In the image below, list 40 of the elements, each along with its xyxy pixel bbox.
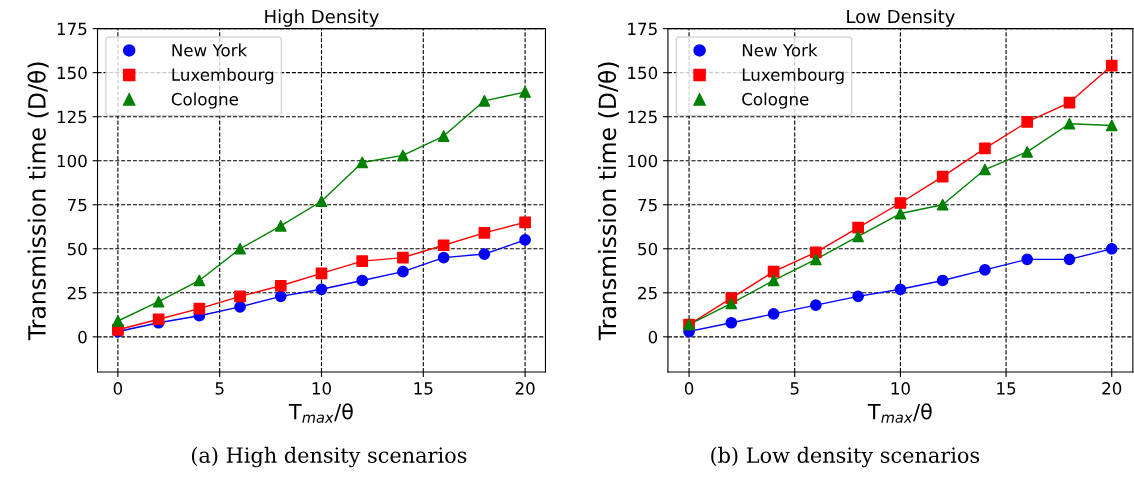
legend-label: Cologne [171, 92, 239, 109]
x-tick-label: 10 [312, 382, 331, 395]
x-tick-label: 5 [215, 382, 224, 395]
y-tick-label: 125 [57, 110, 87, 124]
y-tick-label: 0 [78, 330, 87, 344]
y-tick-label: 75 [638, 198, 657, 212]
y-tick-label: 175 [628, 22, 657, 36]
legend-label: New York [742, 43, 818, 57]
text: (a) High density scenarios [191, 446, 467, 468]
y-tick-label: 25 [638, 286, 657, 300]
y-tick-label: 125 [628, 110, 657, 124]
y-tick-label: 150 [628, 66, 658, 80]
chart-title: High Density [265, 9, 379, 27]
legend-label: Luxembourg [172, 68, 274, 85]
y-axis-title: Transmission time (D/θ) [597, 62, 620, 341]
legend-label: New York [172, 43, 248, 57]
y-tick-label: 100 [57, 154, 87, 168]
chart-title: Low Density [847, 9, 955, 27]
y-tick-label: 75 [67, 198, 87, 212]
x-tick-label: 0 [113, 382, 123, 395]
y-tick-label: 50 [638, 242, 658, 256]
x-tick-label: 20 [515, 382, 535, 395]
x-tick-label: 20 [1102, 382, 1122, 395]
y-tick-label: 50 [67, 242, 87, 256]
y-tick-label: 0 [648, 330, 658, 344]
x-tick-label: 0 [684, 382, 694, 395]
y-tick-label: 100 [628, 154, 658, 168]
x-axis-title: T$_{max}$/θ [288, 403, 353, 423]
x-tick-label: 15 [414, 382, 433, 395]
y-tick-label: 175 [57, 22, 87, 36]
legend-label: Cologne [742, 92, 809, 109]
x-tick-label: 10 [891, 382, 910, 395]
x-axis-title: T$_{max}$/θ [867, 403, 932, 423]
x-tick-label: 5 [790, 382, 799, 395]
text: (b) Low density scenarios [711, 446, 980, 468]
x-tick-label: 15 [997, 382, 1016, 395]
y-tick-label: 25 [67, 286, 87, 300]
y-axis-title: Transmission time (D/θ) [27, 62, 49, 341]
y-tick-label: 150 [57, 66, 87, 80]
legend-label: Luxembourg [742, 68, 844, 85]
